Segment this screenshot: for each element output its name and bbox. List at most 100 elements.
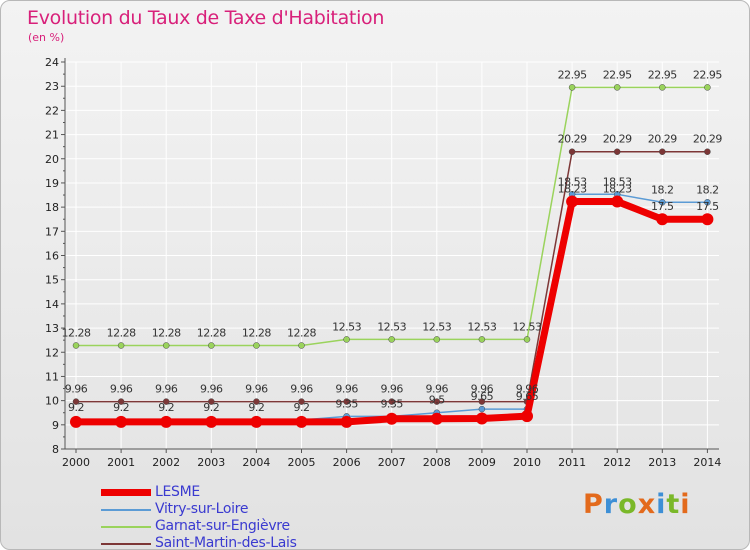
point-vitry-sur-loire-2014: [704, 199, 711, 206]
point-saint-martin-des-lais-2007: [388, 398, 395, 405]
y-tick-label-14: 14: [45, 298, 59, 311]
point-saint-martin-des-lais-2011: [568, 148, 576, 155]
data-label-vitry-sur-loire-2009: 9.65: [471, 390, 494, 403]
data-label-vitry-sur-loire-2011: 18.53: [558, 175, 587, 188]
point-saint-martin-des-lais-2003: [208, 398, 215, 405]
data-label-vitry-sur-loire-2013: 18.2: [651, 183, 674, 196]
y-tick-label-21: 21: [45, 129, 59, 142]
point-saint-martin-des-lais-2013: [659, 148, 666, 155]
point-lesme-2003: [205, 415, 218, 428]
data-label-saint-martin-des-lais-2002: 9.96: [155, 383, 178, 396]
data-label-saint-martin-des-lais-2014: 20.29: [693, 133, 722, 146]
data-label-garnat-sur-engi-vre-2013: 22.95: [648, 68, 677, 81]
logo-letter: i: [680, 489, 691, 520]
x-tick-label-2000: 2000: [62, 456, 90, 469]
data-label-garnat-sur-engi-vre-2007: 12.53: [377, 320, 406, 333]
point-lesme-2009: [475, 412, 488, 425]
data-label-saint-martin-des-lais-2011: 20.29: [558, 133, 587, 146]
x-tick-label-2003: 2003: [197, 456, 225, 469]
point-saint-martin-des-lais-2004: [253, 398, 260, 405]
point-garnat-sur-engi-vre-2001: [117, 342, 125, 349]
point-saint-martin-des-lais-2002: [162, 398, 170, 405]
data-label-vitry-sur-loire-2007: 9.35: [380, 397, 403, 410]
data-label-saint-martin-des-lais-2000: 9.96: [65, 383, 88, 396]
point-garnat-sur-engi-vre-2012: [613, 84, 621, 91]
point-garnat-sur-engi-vre-2002: [162, 342, 170, 349]
y-tick-label-18: 18: [45, 201, 59, 214]
point-lesme-2007: [385, 412, 398, 425]
point-lesme-2006: [340, 415, 353, 428]
point-garnat-sur-engi-vre-2010: [523, 336, 531, 343]
point-lesme-2002: [160, 415, 173, 428]
data-label-saint-martin-des-lais-2001: 9.96: [110, 383, 133, 396]
point-garnat-sur-engi-vre-2013: [659, 84, 666, 91]
x-tick-label-2001: 2001: [107, 456, 135, 469]
x-tick-label-2007: 2007: [378, 456, 406, 469]
x-tick-label-2009: 2009: [468, 456, 496, 469]
data-label-vitry-sur-loire-2001: 9.2: [113, 401, 129, 414]
y-tick-label-19: 19: [45, 177, 59, 190]
y-tick-label-23: 23: [45, 80, 59, 93]
data-label-vitry-sur-loire-2008: 9.5: [429, 394, 445, 407]
legend-label-lesme: LESME: [155, 484, 200, 500]
legend-swatch-lesme: [101, 489, 151, 496]
point-garnat-sur-engi-vre-2004: [253, 342, 260, 349]
data-label-garnat-sur-engi-vre-2010: 12.53: [513, 320, 542, 333]
point-lesme-2005: [295, 415, 308, 428]
data-label-vitry-sur-loire-2010: 9.65: [516, 390, 539, 403]
legend-swatch-saint-martin: [101, 543, 151, 545]
y-tick-label-15: 15: [45, 274, 59, 287]
data-label-garnat-sur-engi-vre-2004: 12.28: [242, 326, 271, 339]
y-tick-label-20: 20: [45, 153, 59, 166]
data-label-lesme-2014: 17.5: [696, 200, 719, 213]
point-lesme-2010: [521, 410, 533, 423]
point-saint-martin-des-lais-2000: [72, 398, 80, 405]
logo-letter: o: [618, 489, 638, 520]
legend-swatch-vitry: [101, 509, 151, 511]
point-vitry-sur-loire-2009: [478, 405, 486, 413]
y-tick-label-10: 10: [45, 395, 59, 408]
point-saint-martin-des-lais-2009: [478, 398, 486, 405]
logo-letter: P: [583, 489, 604, 520]
data-label-garnat-sur-engi-vre-2014: 22.95: [693, 68, 722, 81]
data-label-saint-martin-des-lais-2009: 9.96: [471, 383, 494, 396]
data-label-lesme-2013: 17.5: [651, 200, 674, 213]
point-vitry-sur-loire-2013: [659, 199, 666, 206]
y-tick-label-16: 16: [45, 250, 59, 263]
logo-letter: i: [656, 489, 667, 520]
point-garnat-sur-engi-vre-2000: [72, 342, 80, 349]
x-tick-label-2010: 2010: [513, 456, 541, 469]
data-label-vitry-sur-loire-2006: 9.35: [335, 397, 358, 410]
logo-letter: x: [637, 489, 657, 520]
x-tick-label-2004: 2004: [242, 456, 270, 469]
data-label-saint-martin-des-lais-2003: 9.96: [200, 383, 223, 396]
point-saint-martin-des-lais-2001: [117, 398, 125, 405]
grid-lines: [65, 61, 719, 450]
point-lesme-2011: [566, 195, 579, 208]
y-tick-label-13: 13: [45, 322, 59, 335]
data-label-lesme-2011: 18.23: [558, 183, 587, 196]
point-garnat-sur-engi-vre-2009: [478, 336, 486, 343]
point-garnat-sur-engi-vre-2006: [343, 336, 350, 343]
logo-letter: t: [666, 489, 681, 520]
axes: 8 9 10 11 12 13 14 15 16 17 18 19 20 21 22 23 24 2000 2001…: [45, 56, 721, 469]
data-label-garnat-sur-engi-vre-2011: 22.95: [558, 68, 587, 81]
point-garnat-sur-engi-vre-2005: [298, 342, 305, 349]
data-label-garnat-sur-engi-vre-2009: 12.53: [467, 320, 496, 333]
data-label-garnat-sur-engi-vre-2008: 12.53: [422, 320, 451, 333]
logo-letter: r: [603, 489, 619, 520]
legend-swatch-garnat: [101, 526, 151, 528]
legend-label-saint-martin: Saint-Martin-des-Lais: [155, 535, 297, 550]
point-lesme-2012: [611, 195, 624, 208]
proxiti-logo: Proxiti: [583, 489, 691, 520]
data-label-saint-martin-des-lais-2012: 20.29: [603, 133, 632, 146]
data-label-vitry-sur-loire-2000: 9.2: [68, 401, 84, 414]
data-label-saint-martin-des-lais-2008: 9.96: [426, 383, 449, 396]
data-label-vitry-sur-loire-2004: 9.2: [248, 401, 264, 414]
y-tick-label-8: 8: [52, 443, 59, 456]
data-label-saint-martin-des-lais-2006: 9.96: [335, 383, 358, 396]
point-garnat-sur-engi-vre-2007: [388, 336, 395, 343]
point-lesme-2014: [701, 213, 714, 226]
point-lesme-2001: [115, 415, 128, 428]
